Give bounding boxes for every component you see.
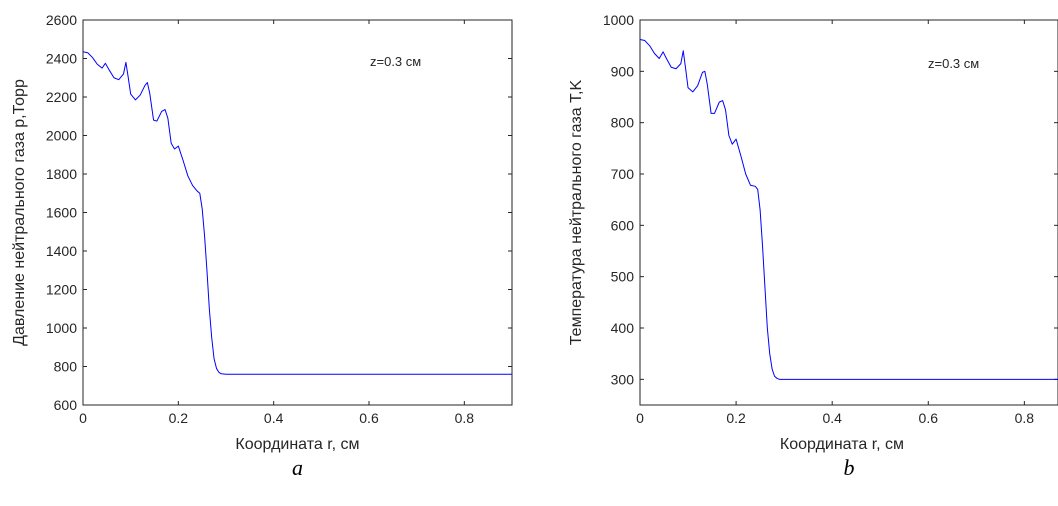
y-tick-label: 1000 bbox=[46, 320, 77, 336]
chart-b: 0 0.2 0.4 0.6 0.8 300 400 500 600 700 800 900 1000 Ко… bbox=[568, 12, 1058, 480]
x-axis-label: Координата r, см bbox=[235, 436, 359, 453]
x-tick-label: 0.2 bbox=[726, 410, 746, 426]
panel-caption: a bbox=[292, 455, 303, 480]
y-tick-label: 2400 bbox=[46, 51, 77, 67]
z-annotation: z=0.3 см bbox=[928, 56, 979, 71]
y-tick-label: 400 bbox=[611, 320, 635, 336]
y-tick-label: 1400 bbox=[46, 243, 77, 259]
y-tick-label: 1800 bbox=[46, 166, 77, 182]
y-tick-label: 1000 bbox=[603, 12, 634, 28]
plot-frame bbox=[82, 19, 513, 406]
y-tick-label: 600 bbox=[611, 217, 635, 233]
z-annotation: z=0.3 см bbox=[370, 54, 421, 69]
y-tick-label: 1200 bbox=[46, 282, 77, 298]
chart-a: 0 0.2 0.4 0.6 0.8 600 800 1000 1200 1400 1600 1800 2… bbox=[11, 12, 513, 480]
x-tick-label: 0.6 bbox=[359, 410, 379, 426]
x-tick-label: 0.4 bbox=[264, 410, 284, 426]
y-tick-label: 800 bbox=[611, 115, 635, 131]
y-tick-label: 2200 bbox=[46, 89, 77, 105]
x-axis-label: Координата r, см bbox=[780, 436, 904, 453]
y-tick-label: 300 bbox=[611, 371, 635, 387]
y-tick-label: 2000 bbox=[46, 128, 77, 144]
x-tick-label: 0.2 bbox=[169, 410, 189, 426]
y-tick-label: 2600 bbox=[46, 12, 77, 28]
y-tick-label: 1600 bbox=[46, 205, 77, 221]
y-tick-label: 800 bbox=[54, 359, 78, 375]
x-tick-label: 0.6 bbox=[919, 410, 939, 426]
x-tick-label: 0 bbox=[79, 410, 87, 426]
y-tick-label: 600 bbox=[54, 397, 78, 413]
x-tick-label: 0.4 bbox=[822, 410, 842, 426]
y-axis-label: Температура нейтрального газа T,K bbox=[568, 79, 585, 345]
series-line bbox=[82, 51, 512, 375]
panel-caption: b bbox=[844, 455, 855, 480]
y-tick-label: 700 bbox=[611, 166, 635, 182]
x-tick-label: 0.8 bbox=[1015, 410, 1035, 426]
y-axis-label: Давление нейтрального газа p,Торр bbox=[11, 79, 28, 346]
plot-frame bbox=[639, 19, 1058, 406]
y-tick-label: 900 bbox=[611, 63, 635, 79]
x-tick-label: 0.8 bbox=[455, 410, 475, 426]
y-tick-label: 500 bbox=[611, 269, 635, 285]
series-line bbox=[639, 39, 1058, 380]
x-tick-label: 0 bbox=[636, 410, 644, 426]
